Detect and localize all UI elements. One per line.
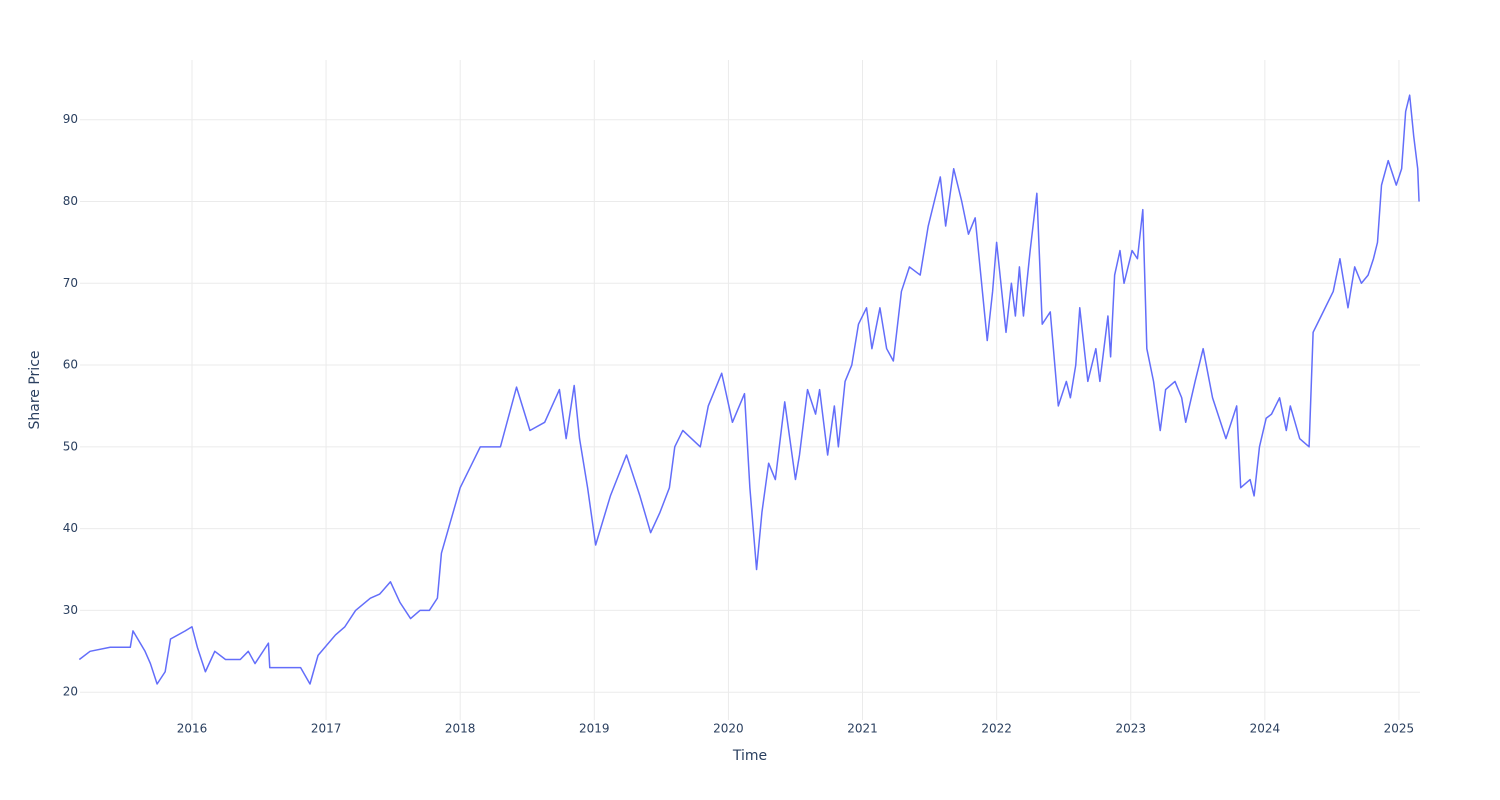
x-tick-label: 2025 [1384, 722, 1415, 736]
x-tick-label: 2022 [981, 722, 1012, 736]
x-tick-label: 2016 [177, 722, 208, 736]
y-tick-label: 40 [63, 521, 78, 535]
y-tick-label: 30 [63, 603, 78, 617]
x-tick-label: 2019 [579, 722, 610, 736]
y-tick-label: 20 [63, 685, 78, 699]
x-tick-label: 2020 [713, 722, 744, 736]
y-tick-label: 70 [63, 276, 78, 290]
x-tick-label: 2018 [445, 722, 476, 736]
y-tick-label: 90 [63, 112, 78, 126]
x-tick-label: 2024 [1250, 722, 1281, 736]
y-tick-label: 80 [63, 194, 78, 208]
x-tick-label: 2023 [1115, 722, 1146, 736]
y-axis-title: Share Price [27, 350, 43, 429]
y-tick-label: 50 [63, 439, 78, 453]
x-tick-label: 2017 [311, 722, 342, 736]
price-line [78, 94, 1420, 685]
x-tick-label: 2021 [847, 722, 878, 736]
y-tick-label: 60 [63, 358, 78, 372]
x-axis-title: Time [732, 748, 767, 764]
